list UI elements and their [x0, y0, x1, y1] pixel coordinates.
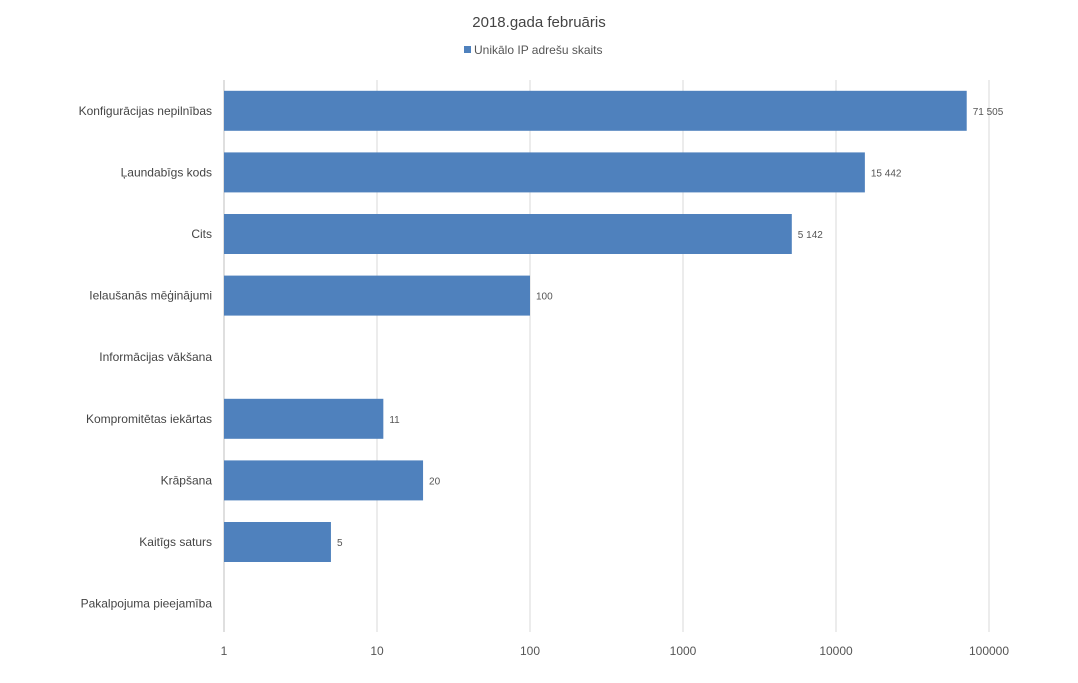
bar	[224, 90, 967, 131]
legend-swatch	[464, 46, 471, 53]
x-tick-label: 10000	[819, 644, 853, 658]
category-label: Kompromitētas iekārtas	[86, 412, 212, 426]
data-label: 20	[429, 476, 441, 487]
category-label: Cits	[191, 227, 212, 241]
data-label: 5 142	[798, 230, 823, 241]
legend: Unikālo IP adrešu skaits	[464, 43, 603, 57]
bar	[224, 152, 865, 193]
category-labels: Konfigurācijas nepilnības Ļaundabīgs kods…	[79, 104, 213, 611]
legend-label: Unikālo IP adrešu skaits	[474, 43, 603, 57]
x-tick-label: 100000	[969, 644, 1009, 658]
x-tick-label: 1	[221, 644, 228, 658]
category-label: Kaitīgs saturs	[139, 535, 212, 549]
x-tick-label: 10	[370, 644, 384, 658]
x-tick-label: 100	[520, 644, 540, 658]
data-label: 71 505	[973, 107, 1004, 118]
data-label: 15 442	[871, 168, 902, 179]
chart-title: 2018.gada februāris	[472, 14, 605, 31]
x-axis-tick-labels: 1 10 100 1000 10000 100000	[221, 644, 1010, 658]
category-label: Krāpšana	[161, 473, 213, 487]
x-tick-label: 1000	[670, 644, 697, 658]
category-label: Informācijas vākšana	[99, 350, 212, 364]
bar	[224, 214, 792, 254]
category-label: Ielaušanās mēģinājumi	[89, 289, 212, 303]
category-label: Pakalpojuma pieejamība	[81, 597, 213, 611]
bar	[224, 460, 424, 501]
data-label: 11	[389, 415, 400, 426]
data-label: 5	[337, 538, 343, 549]
category-label: Ļaundabīgs kods	[121, 165, 212, 179]
category-label: Konfigurācijas nepilnības	[79, 104, 212, 118]
data-label: 100	[536, 292, 553, 303]
data-labels: 71 505 15 442 5 142 100 11 20 5	[337, 107, 1004, 549]
bar	[224, 275, 530, 316]
bars	[224, 90, 967, 562]
bar	[224, 398, 384, 439]
bar	[224, 522, 331, 562]
